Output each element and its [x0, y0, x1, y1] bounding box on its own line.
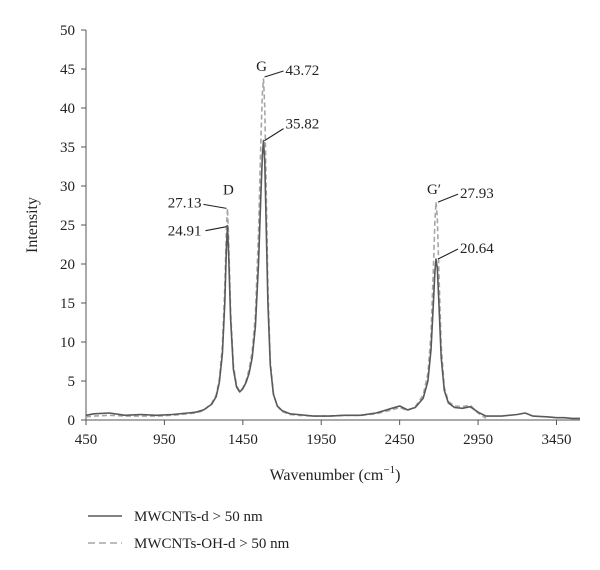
y-tick-label-4: 20 — [60, 257, 75, 273]
y-tick-label-8: 40 — [60, 101, 75, 117]
leader-20-64 — [437, 248, 459, 260]
y-tick-label-1: 5 — [68, 374, 76, 390]
y-tick-label-7: 35 — [60, 140, 75, 156]
value-label-35-82: 35.82 — [286, 117, 320, 133]
axes — [85, 30, 580, 421]
y-tick-label-9: 45 — [60, 62, 75, 78]
x-tick-label-5: 2950 — [463, 432, 493, 448]
value-label-27-13: 27.13 — [168, 195, 202, 211]
legend-label-0: MWCNTs-d > 50 nm — [134, 509, 263, 525]
series-line-0 — [85, 139, 580, 420]
x-axis-title-main: Wavenumber (cm — [270, 467, 384, 484]
y-tick-label-5: 25 — [60, 218, 75, 234]
leader-27-13 — [203, 203, 227, 209]
leader-24-91 — [205, 226, 227, 232]
leader-43-72 — [264, 70, 284, 78]
legend-item-1: MWCNTs-OH-d > 50 nm — [88, 536, 290, 552]
value-label-43-72: 43.72 — [286, 63, 320, 79]
x-tick-label-1: 950 — [153, 432, 176, 448]
value-label-27-93: 27.93 — [460, 186, 494, 202]
x-axis-title-close: ) — [395, 467, 400, 484]
x-tick-label-2: 1450 — [228, 432, 258, 448]
y-tick-label-10: 50 — [60, 23, 75, 39]
value-label-20-64: 20.64 — [460, 241, 494, 257]
annotations: G 43.72 35.82 D 27.13 24.91 G′ 27.93 20.64 — [168, 59, 494, 260]
legend: MWCNTs-d > 50 nm MWCNTs-OH-d > 50 nm — [88, 509, 290, 552]
legend-label-1: MWCNTs-OH-d > 50 nm — [134, 536, 290, 552]
peak-label-g-prime: G′ — [427, 182, 441, 198]
x-tick-label-4: 2450 — [385, 432, 415, 448]
y-tick-label-0: 0 — [68, 413, 76, 429]
leader-35-82 — [264, 128, 284, 142]
legend-item-0: MWCNTs-d > 50 nm — [88, 509, 263, 525]
y-tick-label-3: 15 — [60, 296, 75, 312]
series — [85, 78, 580, 420]
x-tick-label-0: 450 — [75, 432, 98, 448]
peak-label-g: G — [256, 59, 267, 75]
ticks: 0 5 10 15 20 25 30 35 40 45 50 450 950 1450 1950 2450 29… — [60, 23, 571, 448]
y-tick-label-6: 30 — [60, 179, 75, 195]
leader-27-93 — [437, 193, 459, 203]
value-label-24-91: 24.91 — [168, 224, 202, 240]
x-axis-title-exponent: −1 — [383, 464, 395, 476]
y-tick-label-2: 10 — [60, 335, 75, 351]
x-tick-label-3: 1950 — [306, 432, 336, 448]
series-line-1 — [85, 78, 487, 420]
y-axis-title: Intensity — [24, 197, 41, 253]
x-tick-label-6: 3450 — [541, 432, 571, 448]
peak-label-d: D — [223, 182, 234, 198]
x-axis-title: Wavenumber (cm−1) — [270, 464, 401, 484]
